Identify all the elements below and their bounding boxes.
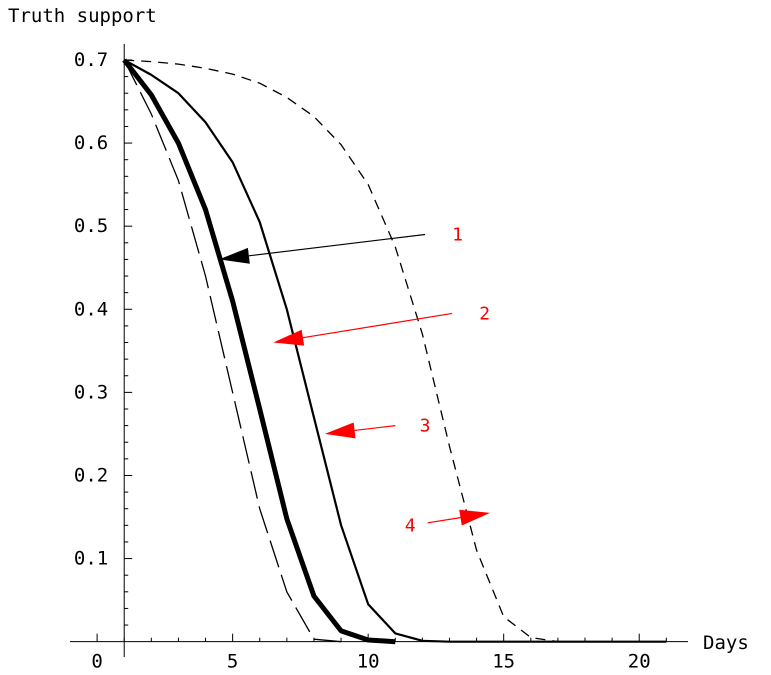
annotation-arrowhead-3 [324, 422, 356, 439]
series-line-1 [123, 59, 342, 643]
y-tick-label: 0.4 [74, 298, 108, 320]
annotation-arrow-1 [248, 233, 426, 257]
x-tick-label: 0 [91, 651, 102, 673]
annotation-arrowhead-1 [219, 247, 250, 264]
annotation-arrow-3 [354, 425, 396, 432]
y-tick-label: 0.1 [74, 548, 108, 570]
y-tick-label: 0.3 [74, 381, 108, 403]
y-axis-title: Truth support [8, 5, 157, 27]
x-tick-label: 5 [227, 651, 238, 673]
y-tick-labels: 0.1 0.2 0.3 0.4 0.5 0.6 0.7 [74, 49, 108, 570]
series-line-4 [124, 59, 667, 643]
y-tick-label: 0.7 [74, 49, 108, 71]
annotation-label-2: 2 [479, 303, 490, 324]
annotation-arrow-2 [302, 312, 453, 339]
annotation-layer: 1 2 3 4 [219, 224, 490, 536]
x-tick-label: 10 [357, 651, 380, 673]
x-tick-labels: 0 5 10 15 20 [91, 651, 650, 673]
x-tick-label: 20 [628, 651, 651, 673]
annotation-label-4: 4 [405, 515, 416, 536]
y-tick-label: 0.6 [74, 132, 108, 154]
x-axis-title: Days [703, 632, 749, 654]
y-tick-label: 0.2 [74, 464, 108, 486]
annotation-arrow-4 [427, 517, 461, 524]
axes [70, 44, 688, 657]
y-tick-label: 0.5 [74, 215, 108, 237]
annotation-label-3: 3 [420, 416, 431, 437]
x-tick-label: 15 [492, 651, 515, 673]
series-line-3 [123, 59, 667, 643]
annotation-arrowhead-2 [273, 329, 305, 346]
annotation-arrowhead-4 [459, 509, 491, 526]
annotation-label-1: 1 [452, 224, 463, 245]
series-line-2 [122, 58, 396, 645]
series-layer [122, 58, 667, 645]
